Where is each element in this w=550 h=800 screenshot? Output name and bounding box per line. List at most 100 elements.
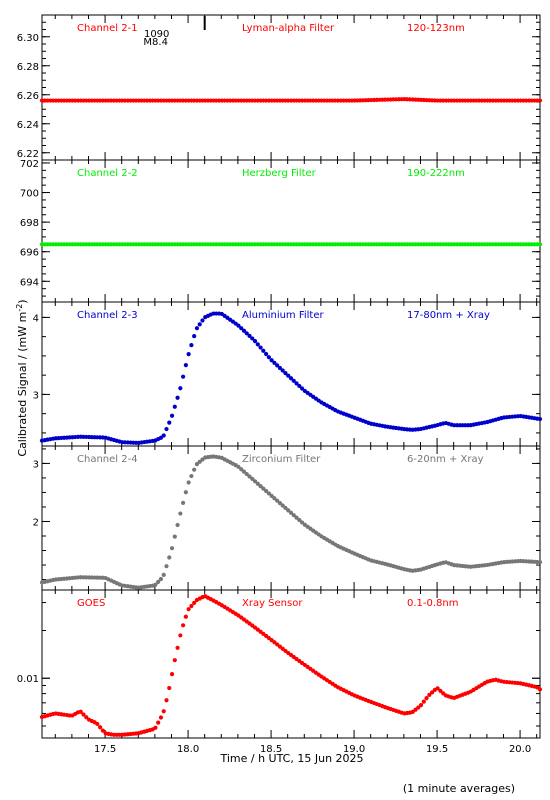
data-point: [244, 471, 249, 477]
data-point: [255, 342, 260, 347]
channel-label: Channel 2-3: [77, 310, 138, 321]
data-point: [277, 365, 283, 371]
wavelength-band-label: 120-123nm: [407, 23, 465, 34]
data-point: [192, 600, 197, 605]
y-tick-label: 6.26: [17, 91, 39, 102]
data-point: [194, 326, 200, 331]
data-point: [169, 413, 175, 418]
filter-label: Aluminium Filter: [242, 310, 325, 321]
data-point: [200, 318, 205, 323]
y-tick-label: 702: [20, 159, 39, 170]
data-point: [537, 416, 543, 422]
data-point: [192, 467, 197, 472]
data-point: [427, 692, 432, 697]
data-point: [272, 496, 277, 501]
data-point: [277, 500, 283, 506]
data-point: [537, 687, 543, 692]
channel-label: Channel 2-1: [77, 23, 138, 34]
data-point: [169, 672, 175, 677]
data-point: [244, 331, 249, 336]
data-point: [158, 576, 164, 582]
x-tick-label: 17.5: [94, 744, 116, 755]
data-point: [264, 351, 269, 357]
data-point: [269, 493, 274, 498]
data-point: [239, 326, 244, 331]
data-point: [424, 696, 429, 701]
data-point: [299, 520, 305, 525]
x-tick-label: 19.0: [343, 744, 365, 755]
data-point: [158, 715, 164, 720]
channel-label: Channel 2-4: [77, 454, 138, 465]
data-point: [192, 334, 197, 339]
data-point: [288, 510, 294, 515]
wavelength-band-label: 0.1-0.8nm: [407, 598, 459, 609]
x-tick-label: 20.0: [509, 744, 531, 755]
panel-4: 2 3 Channel 2-4 Zirconium Filter 6-20nm + Xr…: [33, 445, 543, 591]
data-point: [172, 534, 177, 539]
panel-frame: [41, 159, 541, 303]
y-tick-label: 6.30: [17, 33, 39, 44]
data-point: [255, 481, 260, 486]
data-point: [299, 386, 305, 391]
y-tick-label: 4: [33, 313, 39, 324]
data-point: [247, 333, 252, 338]
data-point: [266, 355, 271, 360]
data-point: [297, 517, 302, 523]
x-axis-label: Time / h UTC, 15 Jun 2025: [219, 752, 363, 765]
filter-label: Zirconium Filter: [242, 454, 321, 465]
data-point: [247, 474, 252, 479]
data-point: [272, 360, 277, 365]
data-point: [418, 703, 424, 708]
x-tick-label: 18.5: [260, 744, 282, 755]
data-point: [241, 469, 247, 474]
data-point: [294, 381, 299, 386]
data-point: [164, 564, 169, 569]
data-point: [286, 373, 291, 378]
data-point: [156, 720, 161, 725]
y-axis-label-close: ): [16, 299, 29, 303]
data-point: [537, 242, 543, 247]
data-point: [181, 374, 186, 379]
data-point: [189, 473, 194, 479]
data-point: [169, 546, 175, 551]
data-point: [183, 490, 188, 495]
data-point: [297, 383, 302, 389]
panel-2: 694 696 698 700 702 Channel 2-2 Herzberg Filte…: [20, 159, 543, 303]
data-point: [288, 376, 294, 381]
data-point: [153, 582, 158, 587]
data-point: [189, 603, 194, 609]
data-point: [81, 712, 86, 717]
flare-class-label: M8.4: [143, 37, 168, 48]
data-point: [164, 426, 169, 432]
data-point: [181, 500, 186, 506]
panel-frame: [41, 589, 541, 739]
data-point: [280, 503, 285, 508]
channel-label: GOES: [77, 598, 105, 609]
data-point: [264, 488, 269, 494]
y-tick-label: 700: [20, 189, 39, 200]
data-point: [269, 358, 274, 363]
data-point: [421, 699, 426, 704]
data-point: [156, 579, 161, 584]
y-axis-label: Calibrated Signal / (mW m-2): [15, 299, 29, 456]
data-point: [283, 371, 288, 376]
data-point: [183, 363, 188, 368]
data-point: [261, 348, 266, 353]
data-point: [286, 508, 291, 513]
series-points: [39, 97, 543, 103]
data-point: [438, 688, 443, 693]
data-point: [291, 378, 296, 383]
data-point: [261, 486, 266, 491]
data-point: [100, 728, 105, 733]
data-point: [186, 352, 191, 357]
panel-1: 6.22 6.24 6.26 6.28 6.30 Channel 2-1 Lyman-alp…: [17, 14, 543, 161]
data-point: [172, 658, 177, 663]
data-point: [178, 511, 183, 516]
data-point: [250, 336, 255, 341]
data-point: [239, 467, 244, 472]
data-point: [241, 328, 247, 333]
data-point: [181, 623, 186, 628]
data-point: [236, 464, 241, 469]
panels-group: 6.22 6.24 6.26 6.28 6.30 Channel 2-1 Lyman-alp…: [17, 14, 543, 739]
y-axis-label-exponent: -2: [15, 304, 24, 312]
